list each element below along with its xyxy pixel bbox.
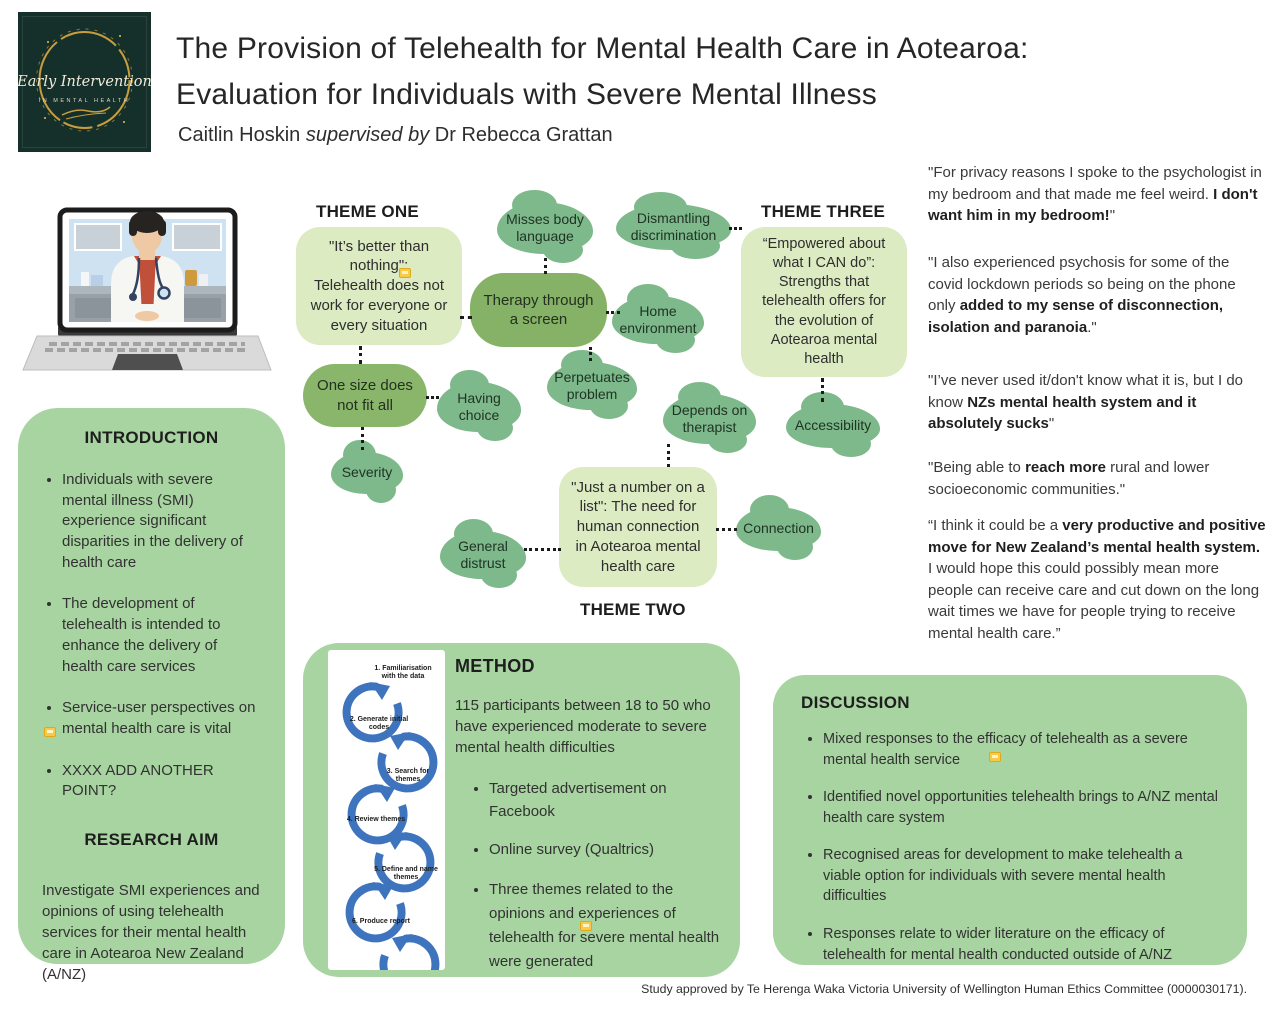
bullet-item: Responses relate to wider literature on … [823,924,1219,965]
comment-marker-icon [989,752,1001,762]
cloud-having-choice: Having choice [437,370,521,441]
research-aim-text: Investigate SMI experiences and opinions… [42,881,260,983]
flow-step-2: 2. Generate initial codes [349,716,409,732]
discussion-bullets: Mixed responses to the efficacy of teleh… [801,729,1219,965]
cloud-misses-body-language: Misses body language [497,190,593,263]
bullet-item: Individuals with severe mental illness (… [62,470,261,573]
bullet-item: XXXX ADD ANOTHER POINT? [62,761,261,802]
byline-supervisor: Dr Rebecca Grattan [429,124,613,146]
dotted-connector [426,396,439,399]
flow-step-6: 6. Produce report [352,918,410,925]
bullet-item: Three themes related to the opinions and… [489,878,727,974]
introduction-panel: INTRODUCTION Individuals with severe men… [18,408,285,983]
bullet-item: The development of telehealth is intende… [62,594,261,677]
flow-step-5: 5. Define and name themes [374,866,438,882]
cloud-general-distrust: General distrust [440,519,526,588]
theme-one-box: "It’s better than nothing": Telehealth d… [296,227,462,345]
dotted-connector [589,347,592,361]
quote-psychosis: "I also experienced psychosis for some o… [928,254,1236,336]
comment-marker-icon [44,727,56,737]
quote-reach-more: "Being able to reach more rural and lowe… [928,459,1210,498]
logo-script-text: Early Intervention [18,74,151,90]
cloud-depends-on-therapist: Depends on therapist [663,382,756,453]
flow-step-4: 4. Review themes [346,816,406,823]
byline: Caitlin Hoskin supervised by Dr Rebecca … [178,124,613,147]
theme-three-label: THEME THREE [761,202,886,221]
node-one-size: One size does not fit all [303,364,427,427]
quote-privacy: "For privacy reasons I spoke to the psyc… [928,164,1262,225]
cloud-perpetuates-problem: Perpetuates problem [547,350,637,419]
early-intervention-logo: Early Intervention IN MENTAL HEALTH [18,12,151,152]
comment-marker-icon [399,268,411,278]
introduction-bullets: Individuals with severe mental illness (… [42,470,261,802]
dotted-connector [606,311,620,314]
cloud-connection: Connection [736,495,821,560]
research-aim-heading: RESEARCH AIM [84,829,219,849]
poster-title-line1: The Provision of Telehealth for Mental H… [176,32,1029,65]
dotted-connector [460,316,472,319]
byline-supervised: supervised by [305,124,430,146]
method-intro-text: 115 participants between 18 to 50 who ha… [455,697,711,756]
cloud-home-environment: Home environment [612,284,704,353]
method-bullets: Targeted advertisement on Facebook Onlin… [455,778,727,974]
bullet-item: Targeted advertisement on Facebook [489,778,727,823]
cloud-dismantling-discrimination: Dismantling discrimination [616,192,731,259]
quote-never-used: "I’ve never used it/don't know what it i… [928,372,1244,433]
theme-two-box: "Just a number on a list": The need for … [559,467,717,587]
theme-one-label: THEME ONE [316,202,419,221]
comment-marker-icon [580,921,592,931]
dotted-connector [729,227,742,230]
cloud-accessibility: Accessibility [786,392,880,457]
discussion-panel: DISCUSSION Mixed responses to the effica… [773,675,1247,965]
telehealth-laptop-illustration [22,207,272,371]
bullet-item: Identified novel opportunities telehealt… [823,787,1219,828]
dotted-connector [716,528,737,531]
flow-step-3: 3. Search for themes [386,768,430,784]
method-heading: METHOD [455,656,535,676]
method-content: METHOD 115 participants between 18 to 50… [455,656,727,974]
thematic-analysis-flowchart [342,682,440,970]
dotted-connector [544,258,547,274]
ethics-approval-note: Study approved by Te Herenga Waka Victor… [641,982,1247,996]
theme-two-label: THEME TWO [580,600,686,619]
bullet-item: Recognised areas for development to make… [823,845,1219,907]
poster-title-line2: Evaluation for Individuals with Severe M… [176,78,877,111]
introduction-heading: INTRODUCTION [84,428,219,447]
flow-step-1: 1. Familiarisation with the data [374,665,432,681]
quote-productive-move: “I think it could be a very productive a… [928,517,1266,642]
byline-author: Caitlin Hoskin [178,124,306,146]
node-therapy-through-screen: Therapy through a screen [470,273,607,347]
dotted-connector [667,444,670,467]
dotted-connector [359,346,362,364]
bullet-item: Mixed responses to the efficacy of teleh… [823,729,1219,770]
logo-subtext: IN MENTAL HEALTH [39,98,131,104]
cloud-severity: Severity [331,440,403,503]
discussion-heading: DISCUSSION [801,693,910,712]
bullet-item: Service-user perspectives on mental heal… [62,698,261,739]
dotted-connector [821,378,824,402]
dotted-connector [524,548,561,551]
bullet-item: Online survey (Qualtrics) [489,839,727,862]
theme-three-box: “Empowered about what I CAN do”: Strengt… [741,227,907,377]
dotted-connector [361,427,364,450]
